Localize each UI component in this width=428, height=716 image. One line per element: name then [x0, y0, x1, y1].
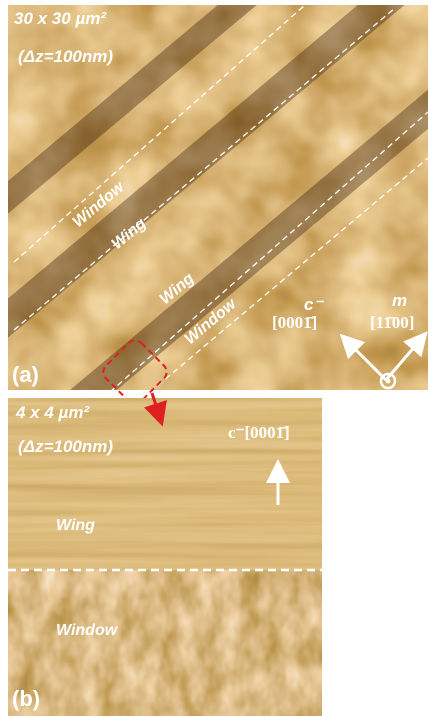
- texture-window: [8, 570, 322, 716]
- c-index: [0001̄]: [272, 313, 317, 332]
- page: {"panel_a": {"scale": "30 x 30 µm²", "dz…: [0, 0, 428, 716]
- c-label: c⁻: [304, 295, 324, 314]
- m-index: [11̄00]: [370, 313, 414, 332]
- m-label: m: [392, 291, 407, 310]
- figure: 30 x 30 µm² (Δz=100nm) Window Wing Wing …: [0, 0, 428, 716]
- panel-label: (b): [12, 686, 40, 711]
- panel-label: (a): [12, 362, 39, 387]
- a-label: a [112̄0]: [344, 392, 401, 411]
- direction-label: c⁻[0001̄]: [228, 423, 290, 442]
- region-label: Window: [56, 622, 119, 639]
- region-label: Wing: [56, 517, 95, 534]
- a-dot: [386, 379, 391, 384]
- dz-a: (Δz=100nm): [18, 47, 113, 66]
- scale-a: 30 x 30 µm²: [14, 9, 107, 28]
- scale-b: 4 x 4 µm²: [15, 403, 90, 422]
- dz-b: (Δz=100nm): [18, 437, 113, 456]
